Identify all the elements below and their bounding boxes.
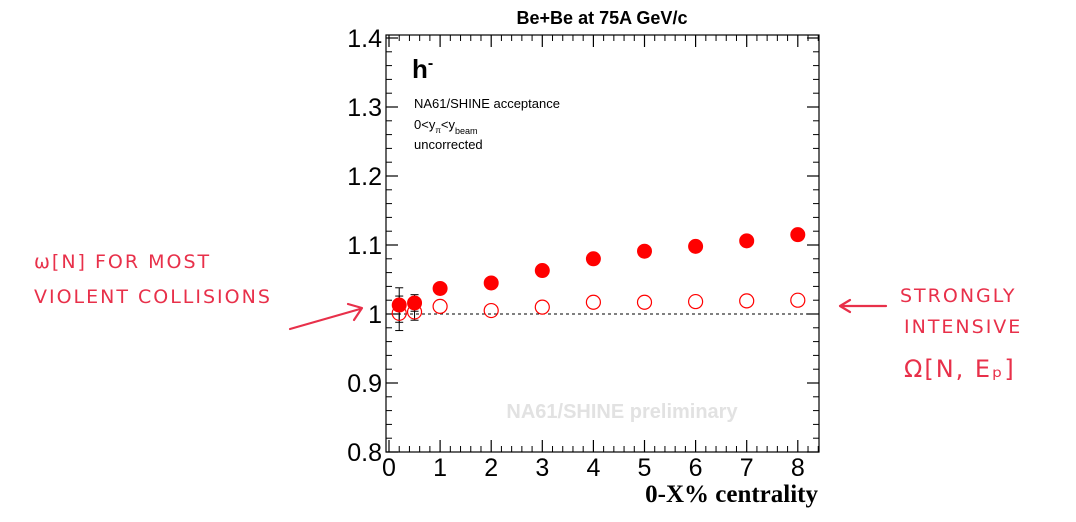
filled-data-point — [688, 238, 704, 254]
filled-data-point — [534, 263, 550, 279]
axis-ticks — [386, 35, 819, 453]
y-tick-label: 0.9 — [347, 370, 382, 398]
left-arrow-icon — [288, 302, 364, 331]
preliminary-watermark: NA61/SHINE preliminary — [506, 401, 738, 423]
legend-status: uncorrected — [414, 137, 483, 152]
open-data-point — [534, 299, 550, 315]
plot-frame — [385, 34, 820, 453]
data-points — [391, 227, 806, 321]
x-tick-label: 8 — [791, 454, 805, 482]
left-annotation-line1: ω[N] FOR MOST — [34, 251, 211, 273]
left-annotation: ω[N] FOR MOST VIOLENT COLLISIONS — [34, 251, 364, 331]
y-tick-label: 1.3 — [347, 94, 382, 122]
right-arrow-icon — [838, 298, 888, 314]
chart-title: Be+Be at 75A GeV/c — [517, 8, 688, 28]
filled-data-point — [637, 243, 652, 259]
x-tick-label: 7 — [740, 454, 754, 482]
filled-data-point — [585, 251, 601, 267]
x-tick-label: 5 — [638, 454, 652, 482]
legend-rapidity-cut: 0<yπ<ybeam — [414, 117, 477, 136]
legend-particle: h- — [412, 54, 433, 84]
y-tick-label: 0.8 — [347, 439, 382, 467]
open-data-point — [391, 305, 407, 321]
y-tick-label: 1.2 — [347, 163, 382, 191]
filled-data-point — [391, 297, 407, 313]
open-data-point — [739, 293, 755, 309]
x-tick-label: 2 — [484, 454, 498, 482]
right-annotation-line1: STRONGLY — [900, 285, 1016, 307]
right-annotation-line3: Ω[N, Eₚ] — [904, 355, 1016, 383]
x-tick-label: 3 — [535, 454, 549, 482]
right-annotation-line2: INTENSIVE — [904, 316, 1022, 338]
filled-data-point — [407, 295, 423, 311]
y-tick-label: 1.1 — [347, 232, 382, 260]
right-annotation: STRONGLY INTENSIVE Ω[N, Eₚ] — [838, 285, 1022, 383]
filled-data-point — [432, 280, 448, 296]
filled-data-point — [739, 233, 755, 249]
x-tick-label: 6 — [689, 454, 703, 482]
filled-data-point — [483, 275, 499, 291]
legend: h- NA61/SHINE acceptance 0<yπ<ybeam unco… — [412, 54, 560, 152]
open-data-point — [483, 302, 499, 319]
open-data-point — [432, 298, 448, 315]
filled-data-point — [790, 227, 806, 243]
y-tick-label: 1 — [368, 301, 382, 329]
x-tick-label: 1 — [433, 454, 447, 482]
x-tick-labels: 0 1 2 3 4 5 6 7 8 — [382, 454, 805, 482]
open-data-point — [636, 294, 653, 310]
x-tick-label: 0 — [382, 454, 396, 482]
open-data-point — [790, 292, 806, 308]
open-data-point — [585, 294, 602, 310]
open-data-point — [687, 293, 704, 310]
legend-acceptance: NA61/SHINE acceptance — [414, 96, 560, 111]
open-data-point — [406, 304, 423, 320]
x-axis-label: 0-X% centrality — [645, 481, 818, 508]
y-tick-labels: 0.8 0.9 1 1.1 1.2 1.3 1.4 — [347, 25, 382, 467]
y-tick-label: 1.4 — [347, 25, 382, 53]
x-tick-label: 4 — [586, 454, 600, 482]
left-annotation-line2: VIOLENT COLLISIONS — [34, 286, 272, 308]
